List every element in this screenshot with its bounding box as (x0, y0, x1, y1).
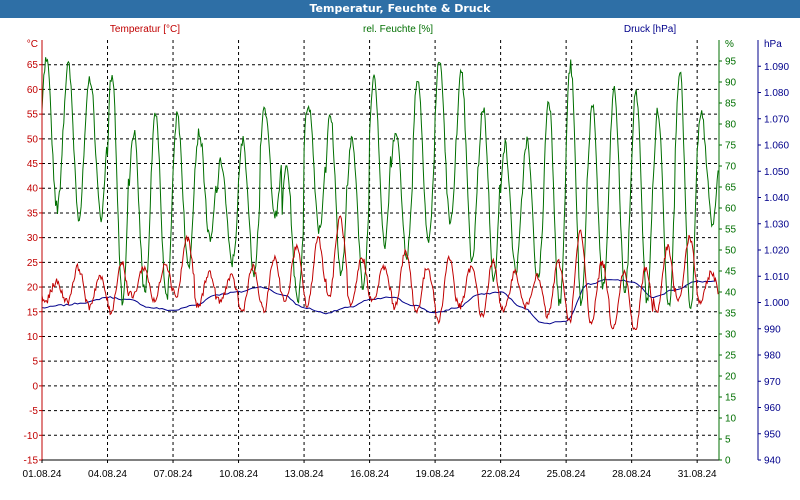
humidity-tick-label: 55 (725, 225, 737, 236)
temperature-tick-label: 40 (27, 184, 39, 195)
humidity-tick-label: 80 (725, 120, 737, 131)
humidity-unit: % (725, 39, 734, 50)
humidity-tick-label: 95 (725, 57, 737, 68)
pressure-tick-label: 1.050 (764, 167, 789, 178)
humidity-tick-label: 0 (725, 456, 731, 467)
pressure-tick-label: 1.090 (764, 62, 789, 73)
axes-layer: -15 -10 -5 0 5 10 15 20 25 30 35 40 45 50 55 60 65 0 5 10 15… (23, 40, 789, 480)
temperature-tick-label: 35 (27, 208, 39, 219)
pressure-tick-label: 980 (764, 351, 781, 362)
pressure-tick-label: 1.000 (764, 298, 789, 309)
temperature-tick-label: 10 (27, 332, 39, 343)
pressure-tick-label: 1.020 (764, 246, 789, 257)
pressure-tick-label: 960 (764, 403, 781, 414)
x-tick-label: 01.08.24 (23, 469, 62, 480)
humidity-tick-label: 30 (725, 330, 737, 341)
temperature-tick-label: 50 (27, 134, 39, 145)
x-tick-label: 13.08.24 (285, 469, 324, 480)
temperature-axis-label: Temperatur [°C] (110, 24, 180, 35)
x-tick-label: 25.08.24 (547, 469, 586, 480)
temperature-series-line (41, 215, 719, 330)
x-tick-label: 28.08.24 (612, 469, 651, 480)
humidity-tick-label: 65 (725, 183, 737, 194)
temperature-tick-label: 15 (27, 307, 39, 318)
x-tick-label: 16.08.24 (350, 469, 389, 480)
temperature-tick-label: -5 (29, 406, 38, 417)
temperature-tick-label: 5 (32, 357, 38, 368)
temperature-tick-label: 55 (27, 110, 39, 121)
humidity-series-line (41, 57, 719, 310)
humidity-tick-label: 10 (725, 414, 737, 425)
window-title: Temperatur, Feuchte & Druck (0, 0, 800, 18)
x-tick-label: 19.08.24 (416, 469, 455, 480)
humidity-tick-label: 40 (725, 288, 737, 299)
pressure-tick-label: 970 (764, 377, 781, 388)
pressure-tick-label: 1.040 (764, 193, 789, 204)
humidity-tick-label: 20 (725, 372, 737, 383)
pressure-unit: hPa (764, 39, 782, 50)
x-tick-label: 04.08.24 (88, 469, 127, 480)
humidity-axis-label: rel. Feuchte [%] (363, 24, 433, 35)
grid (42, 40, 719, 460)
pressure-tick-label: 1.030 (764, 219, 789, 230)
pressure-axis-label: Druck [hPa] (624, 24, 676, 35)
x-tick-label: 10.08.24 (219, 469, 258, 480)
humidity-tick-label: 25 (725, 351, 737, 362)
humidity-tick-label: 60 (725, 204, 737, 215)
humidity-tick-label: 45 (725, 267, 737, 278)
pressure-tick-label: 1.080 (764, 88, 789, 99)
temperature-tick-label: -10 (24, 431, 39, 442)
temperature-tick-label: 65 (27, 60, 39, 71)
pressure-tick-label: 940 (764, 456, 781, 467)
x-tick-label: 31.08.24 (678, 469, 717, 480)
temperature-tick-label: 20 (27, 283, 39, 294)
humidity-tick-label: 35 (725, 309, 737, 320)
humidity-tick-label: 5 (725, 435, 731, 446)
temperature-tick-label: 25 (27, 258, 39, 269)
pressure-tick-label: 1.010 (764, 272, 789, 283)
chart: -15 -10 -5 0 5 10 15 20 25 30 35 40 45 50 55 60 65 0 5 10 15… (0, 18, 800, 500)
humidity-tick-label: 15 (725, 393, 737, 404)
humidity-tick-label: 75 (725, 141, 737, 152)
humidity-tick-label: 50 (725, 246, 737, 257)
pressure-tick-label: 950 (764, 429, 781, 440)
pressure-series-line (41, 278, 717, 325)
pressure-tick-label: 1.060 (764, 141, 789, 152)
temperature-tick-label: 0 (32, 381, 38, 392)
humidity-tick-label: 70 (725, 162, 737, 173)
series-layer (41, 57, 719, 330)
pressure-tick-label: 990 (764, 324, 781, 335)
x-tick-label: 22.08.24 (481, 469, 520, 480)
temperature-tick-label: 60 (27, 85, 39, 96)
humidity-tick-label: 85 (725, 99, 737, 110)
chart-background (0, 18, 800, 500)
humidity-tick-label: 90 (725, 78, 737, 89)
temperature-tick-label: -15 (24, 456, 39, 467)
temperature-tick-label: 30 (27, 233, 39, 244)
pressure-tick-label: 1.070 (764, 114, 789, 125)
x-tick-label: 07.08.24 (154, 469, 193, 480)
temperature-unit: °C (27, 39, 38, 50)
temperature-tick-label: 45 (27, 159, 39, 170)
